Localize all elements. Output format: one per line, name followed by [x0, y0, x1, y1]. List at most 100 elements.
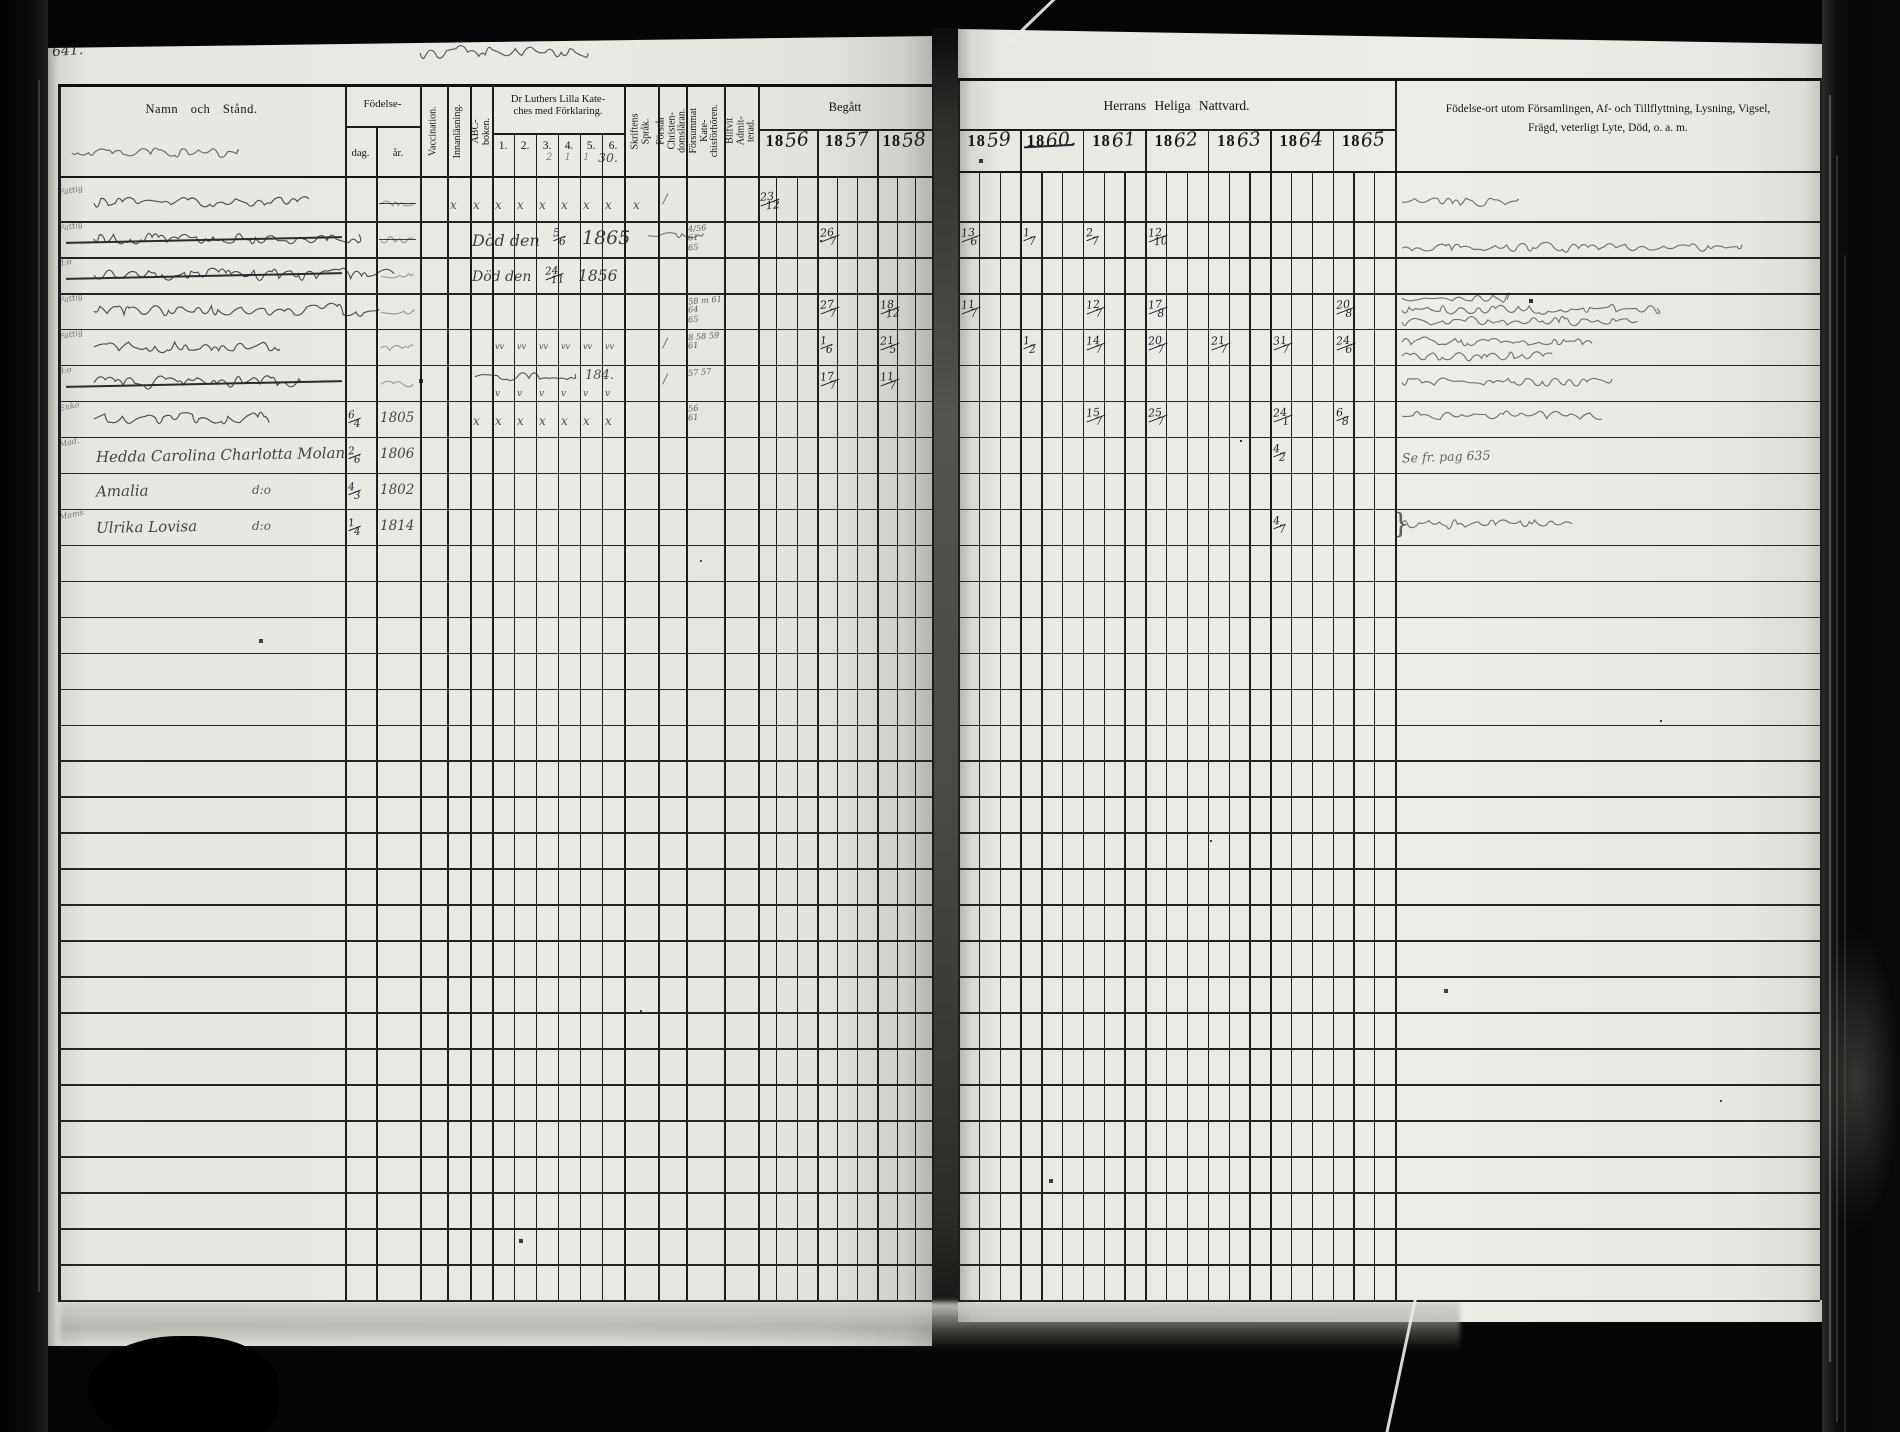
vertical-rule	[1103, 172, 1105, 1300]
check-mark: vv	[583, 341, 593, 351]
fraction-denominator: 1	[1281, 413, 1290, 428]
column-header-begun: Begått	[828, 100, 862, 114]
check-mark: x	[450, 198, 457, 212]
row-rule	[58, 1299, 932, 1302]
label-line1: Försummat Kate-	[688, 108, 710, 154]
year-handwritten-suffix: 65	[1360, 127, 1387, 153]
communion-date-1856: 23 12	[760, 190, 781, 212]
catechism-col-1: 1.	[498, 140, 508, 152]
fraction-denominator: 7	[1219, 341, 1228, 356]
row-rule	[58, 400, 932, 403]
check-mark: x	[473, 413, 480, 428]
margin-note-scribble	[1401, 377, 1613, 387]
fraction-denominator: 7	[1094, 305, 1103, 320]
vertical-rule	[724, 84, 726, 1300]
check-mark: v	[517, 388, 523, 399]
vertical-rule	[602, 133, 604, 1300]
vertical-rule	[1041, 172, 1043, 1300]
row-rule	[958, 796, 1820, 799]
row-rule	[58, 1048, 932, 1050]
fraction-denominator: 7	[1157, 413, 1166, 428]
birth-year: 1802	[380, 481, 415, 498]
fraction-denominator: 7	[828, 233, 837, 248]
row-rule	[958, 1084, 1820, 1086]
row-rule	[58, 1084, 932, 1086]
margin-note-scribble	[1401, 292, 1510, 303]
row-rule	[58, 1120, 932, 1122]
binding-gutter	[932, 28, 958, 1314]
row-rule	[958, 1048, 1820, 1050]
year-cell: 18 62	[1145, 128, 1207, 176]
year-handwritten-suffix: 56	[784, 127, 811, 153]
vertical-rule	[837, 178, 839, 1300]
right-page	[958, 29, 1822, 1322]
row-rule	[58, 1012, 932, 1014]
row-rule	[58, 760, 932, 763]
label: Skriftens Språk.	[629, 112, 652, 150]
check-mark: v	[583, 388, 589, 399]
row-rule	[958, 868, 1820, 870]
vertical-rule	[558, 133, 560, 1300]
check-mark: vv	[539, 341, 549, 351]
vertical-rule	[514, 133, 516, 1300]
year-cell: 18 59	[958, 128, 1020, 176]
year-printed-prefix: 18	[1217, 131, 1236, 150]
row-rule	[58, 796, 932, 799]
vertical-rule	[420, 84, 422, 1300]
label: Vaccination.	[427, 106, 439, 156]
header-top-rule	[958, 78, 1820, 81]
fraction-denominator: 2	[1278, 449, 1287, 464]
vertical-rule	[58, 84, 61, 1300]
fraction-denominator: 7	[1157, 341, 1166, 356]
row-rule	[58, 580, 932, 583]
fraction-denominator: 11	[550, 272, 565, 286]
death-year: 1856	[578, 266, 618, 285]
column-header-reading: Innanläsning.	[447, 84, 470, 178]
vertical-rule	[1820, 78, 1822, 1300]
row-rule	[58, 221, 932, 223]
fraction-denominator: 6	[558, 233, 567, 248]
birth-year-pencil	[380, 236, 414, 244]
vertical-rule	[1166, 172, 1168, 1300]
communion-date-1862: 20 7	[1148, 334, 1166, 356]
row-rule	[958, 544, 1820, 547]
missed-exam-note: 61	[687, 339, 699, 351]
vertical-rule	[1062, 172, 1064, 1300]
row-rule	[58, 1192, 932, 1194]
label-line1: Födelse-ort utom Församlingen, Af- och T…	[1445, 103, 1771, 115]
communion-date-1858: 18 12	[880, 298, 901, 320]
page-title-script	[419, 45, 589, 59]
year-printed-prefix: 18	[1092, 131, 1111, 150]
label-line2: Frägd, veterligt Lyte, Död, o. a. m.	[1528, 122, 1688, 134]
row-rule	[58, 1228, 932, 1230]
missed-exam-note: 57 57	[687, 365, 712, 378]
vertical-rule	[999, 172, 1001, 1300]
name-text: Amalia	[95, 481, 149, 501]
missed-exam-note: 65	[687, 241, 699, 253]
birth-year: 1806	[380, 445, 415, 462]
name-scribble	[93, 302, 380, 317]
fraction-denominator: 6	[969, 233, 978, 248]
check-mark: vv	[605, 341, 615, 351]
vertical-rule	[492, 84, 494, 1300]
column-header-vaccination: Vaccination.	[420, 84, 447, 178]
communion-date-1864: 24 1	[1273, 405, 1290, 427]
fraction-denominator: 7	[828, 305, 837, 320]
communion-date-1858: 11 7	[880, 369, 897, 391]
communion-date-1858: 21 5	[880, 334, 897, 356]
doctrine-slash: /	[663, 192, 668, 207]
communion-date-1859: 13 6	[961, 226, 978, 248]
fraction-denominator: 12	[885, 305, 901, 320]
check-mark: vv	[561, 341, 571, 351]
catechism-subheader-rule	[492, 133, 624, 135]
row-rule	[958, 1156, 1820, 1158]
row-rule	[58, 1156, 932, 1158]
column-header-scripture: Skriftens Språk.	[624, 84, 658, 178]
year-handwritten-suffix: 57	[843, 127, 870, 153]
birth-year-pencil	[380, 309, 415, 315]
death-date: 24 11	[545, 265, 565, 286]
fraction-denominator: 4	[353, 416, 362, 430]
row-rule	[58, 364, 932, 367]
